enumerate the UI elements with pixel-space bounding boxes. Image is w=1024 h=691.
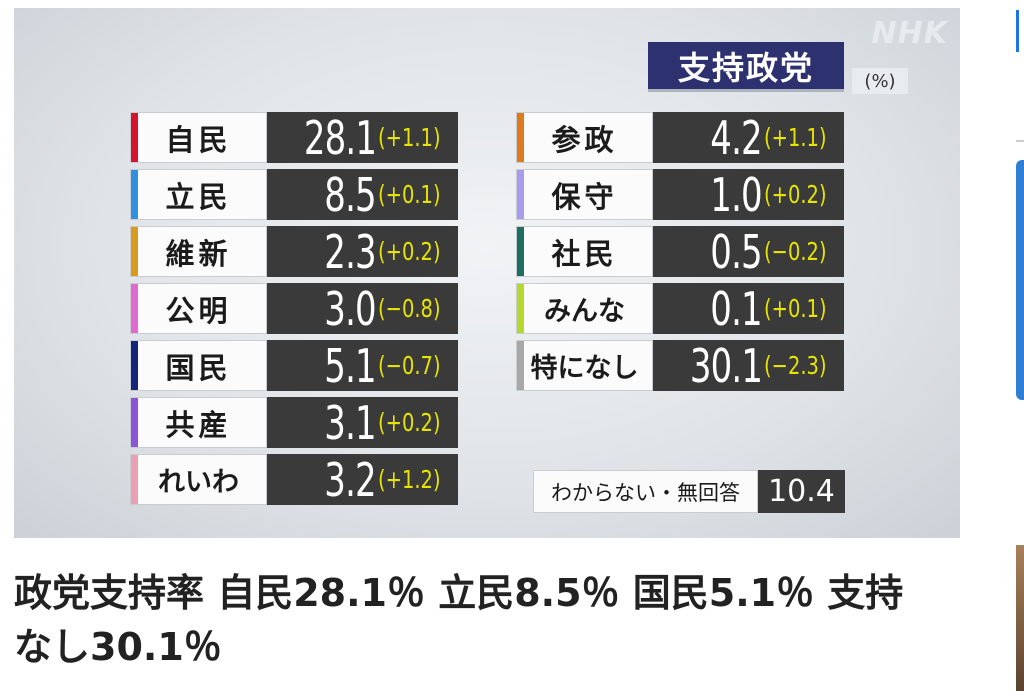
support-value: 0.1 <box>710 281 763 336</box>
party-color-stripe <box>517 341 524 390</box>
party-name: れいわ <box>158 467 239 498</box>
support-change: (+0.1) <box>378 180 441 209</box>
support-change: (+0.2) <box>378 237 441 266</box>
party-column-left: 自民 28.1 (+1.1) 立民 8.5 (+0.1) 維新 2.3 (+0.2) 公明 3.0(… <box>130 110 458 511</box>
party-row: 公明 3.0 (−0.8) <box>130 281 458 336</box>
party-label: 公明 <box>130 283 267 334</box>
party-row: 維新 2.3 (+0.2) <box>130 224 458 279</box>
party-label: 自民 <box>130 112 267 163</box>
party-color-stripe <box>131 227 138 276</box>
party-row: 特になし 30.1 (−2.3) <box>516 338 844 393</box>
unknown-row: わからない・無回答 10.4 <box>533 470 845 513</box>
party-name: 社民 <box>551 236 618 271</box>
party-label: 国民 <box>130 340 267 391</box>
party-value-box: 5.1 (−0.7) <box>267 338 458 393</box>
sidebar-divider <box>1016 140 1024 142</box>
support-change: (+1.1) <box>764 123 827 152</box>
support-value: 30.1 <box>689 338 763 393</box>
party-color-stripe <box>131 455 138 504</box>
support-change: (−0.7) <box>378 351 441 380</box>
party-row: 参政 4.2 (+1.1) <box>516 110 844 165</box>
party-column-right: 参政 4.2 (+1.1) 保守 1.0 (+0.2) 社民 0.5 (−0.2) みんな 0.1(… <box>516 110 844 397</box>
unit-label: (%) <box>852 68 908 94</box>
party-color-stripe <box>517 113 524 162</box>
party-row: 保守 1.0 (+0.2) <box>516 167 844 222</box>
party-color-stripe <box>131 341 138 390</box>
support-change: (+1.2) <box>378 465 441 494</box>
support-change: (−2.3) <box>764 351 827 380</box>
party-row: みんな 0.1 (+0.1) <box>516 281 844 336</box>
party-name: 立民 <box>165 179 232 214</box>
party-color-stripe <box>131 398 138 447</box>
support-value: 3.2 <box>324 452 377 507</box>
party-color-stripe <box>131 170 138 219</box>
support-change: (+0.2) <box>764 180 827 209</box>
party-row: 共産 3.1 (+0.2) <box>130 395 458 450</box>
support-change: (+1.1) <box>378 123 441 152</box>
support-value: 3.0 <box>324 281 377 336</box>
article-headline[interactable]: 政党支持率 自民28.1％ 立民8.5％ 国民5.1％ 支持なし30.1％ <box>14 571 904 669</box>
party-row: 自民 28.1 (+1.1) <box>130 110 458 165</box>
news-graphic-panel: NHK 支持政党 (%) 自民 28.1 (+1.1) 立民 8.5 (+0.1) 維新 2.… <box>14 8 960 538</box>
party-name: 維新 <box>165 236 232 271</box>
party-row: 立民 8.5 (+0.1) <box>130 167 458 222</box>
party-value-box: 3.1 (+0.2) <box>267 395 458 450</box>
party-label: みんな <box>516 283 653 334</box>
party-row: 社民 0.5 (−0.2) <box>516 224 844 279</box>
party-name: 保守 <box>551 179 618 214</box>
party-label: 共産 <box>130 397 267 448</box>
party-name: 参政 <box>551 122 618 157</box>
party-value-box: 3.0 (−0.8) <box>267 281 458 336</box>
party-label: 維新 <box>130 226 267 277</box>
party-label: 社民 <box>516 226 653 277</box>
support-value: 0.5 <box>710 224 763 279</box>
unknown-value: 10.4 <box>758 470 845 513</box>
party-value-box: 4.2 (+1.1) <box>653 110 844 165</box>
party-color-stripe <box>517 170 524 219</box>
support-change: (+0.1) <box>764 294 827 323</box>
support-value: 4.2 <box>710 110 763 165</box>
party-value-box: 0.1 (+0.1) <box>653 281 844 336</box>
support-value: 1.0 <box>710 167 763 222</box>
party-name: 国民 <box>165 350 232 385</box>
party-name: 自民 <box>165 122 232 157</box>
party-row: 国民 5.1 (−0.7) <box>130 338 458 393</box>
support-value: 3.1 <box>324 395 377 450</box>
support-value: 2.3 <box>324 224 377 279</box>
party-name: みんな <box>544 296 625 327</box>
support-value: 8.5 <box>324 167 377 222</box>
party-value-box: 8.5 (+0.1) <box>267 167 458 222</box>
nhk-logo: NHK <box>871 16 948 51</box>
support-change: (−0.2) <box>764 237 827 266</box>
party-label: 参政 <box>516 112 653 163</box>
party-color-stripe <box>517 284 524 333</box>
sidebar-card[interactable] <box>1016 160 1024 400</box>
party-label: 立民 <box>130 169 267 220</box>
chart-title: 支持政党 <box>648 42 844 92</box>
party-value-box: 3.2 (+1.2) <box>267 452 458 507</box>
support-change: (−0.8) <box>378 294 441 323</box>
party-name: 公明 <box>165 293 232 328</box>
sidebar-thumbnail[interactable] <box>1016 545 1024 691</box>
party-color-stripe <box>131 113 138 162</box>
support-change: (+0.2) <box>378 408 441 437</box>
party-color-stripe <box>131 284 138 333</box>
party-label: れいわ <box>130 454 267 505</box>
support-value: 5.1 <box>324 338 377 393</box>
party-color-stripe <box>517 227 524 276</box>
party-name: 特になし <box>530 353 639 384</box>
support-value: 28.1 <box>303 110 377 165</box>
party-value-box: 0.5 (−0.2) <box>653 224 844 279</box>
party-value-box: 28.1 (+1.1) <box>267 110 458 165</box>
party-value-box: 2.3 (+0.2) <box>267 224 458 279</box>
sidebar-edge-icon <box>1016 10 1024 52</box>
unknown-label: わからない・無回答 <box>533 470 758 513</box>
party-row: れいわ 3.2 (+1.2) <box>130 452 458 507</box>
party-label: 特になし <box>516 340 653 391</box>
party-value-box: 30.1 (−2.3) <box>653 338 844 393</box>
party-name: 共産 <box>165 407 232 442</box>
party-label: 保守 <box>516 169 653 220</box>
party-value-box: 1.0 (+0.2) <box>653 167 844 222</box>
